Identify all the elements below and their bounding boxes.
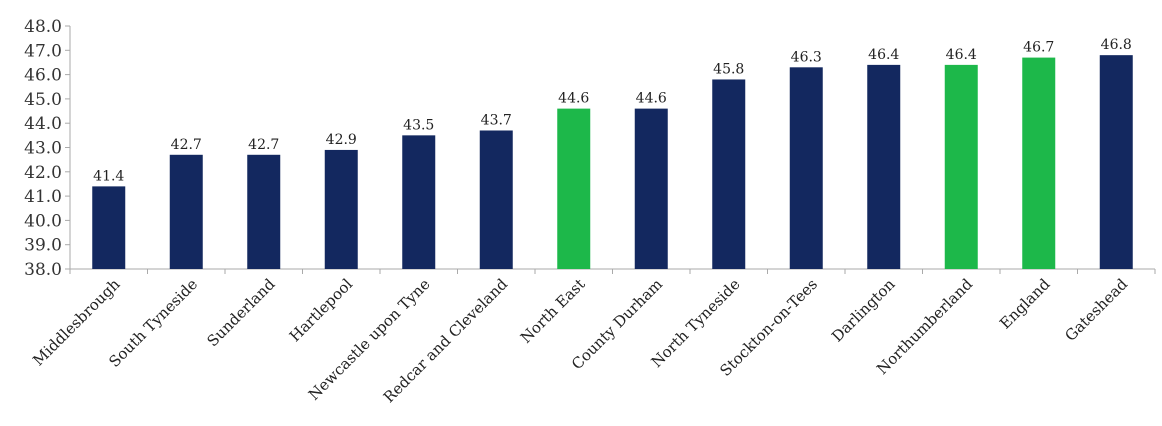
bar <box>247 154 281 269</box>
bar <box>169 154 203 269</box>
data-label: 46.3 <box>791 49 822 65</box>
y-tick-label: 48.0 <box>24 17 62 37</box>
data-label: 42.9 <box>326 132 357 148</box>
y-tick-label: 41.0 <box>24 187 62 207</box>
data-label: 46.4 <box>868 47 899 63</box>
category-label: Hartlepool <box>286 275 356 345</box>
category-label: Darlington <box>828 275 899 346</box>
category-label: England <box>996 275 1054 333</box>
y-tick-label: 43.0 <box>24 139 62 159</box>
bar <box>557 108 591 270</box>
bar <box>1099 55 1133 269</box>
data-label: 42.7 <box>248 137 279 153</box>
bar <box>1022 57 1056 270</box>
bar <box>479 130 513 269</box>
data-label: 44.6 <box>636 91 667 107</box>
y-axis-ticks: 38.0 39.0 40.0 41.0 42.0 43.0 44.0 45.0 46.0 47.0… <box>24 17 70 280</box>
category-label: Redcar and Cleveland <box>380 275 511 406</box>
bar <box>944 64 978 269</box>
y-tick-label: 47.0 <box>24 41 62 61</box>
y-tick-label: 45.0 <box>24 90 62 110</box>
y-tick-label: 44.0 <box>24 114 62 134</box>
data-label: 44.6 <box>558 91 589 107</box>
y-tick-label: 39.0 <box>24 236 62 256</box>
y-tick-label: 38.0 <box>24 260 62 280</box>
chart-axes <box>69 26 1156 274</box>
bar <box>712 79 746 270</box>
bar <box>324 149 358 269</box>
data-label: 45.8 <box>713 61 744 77</box>
data-label: 46.4 <box>946 47 977 63</box>
category-label: Sunderland <box>203 275 278 350</box>
bar <box>634 108 668 270</box>
data-label: 43.7 <box>481 112 512 128</box>
data-labels: 41.4 42.7 42.7 42.9 43.5 43.7 44.6 44.6 45.8 46.3… <box>93 37 1132 184</box>
y-tick-label: 40.0 <box>24 211 62 231</box>
bar <box>92 186 126 269</box>
y-tick-label: 42.0 <box>24 163 62 183</box>
category-label: Gateshead <box>1061 275 1131 345</box>
category-label: North East <box>517 275 589 347</box>
data-label: 42.7 <box>171 137 202 153</box>
bars <box>92 55 1133 270</box>
data-label: 41.4 <box>93 168 124 184</box>
y-tick-label: 46.0 <box>24 66 62 86</box>
data-label: 46.7 <box>1023 40 1054 56</box>
data-label: 46.8 <box>1101 37 1132 53</box>
bar <box>789 67 823 269</box>
bar <box>867 64 901 269</box>
bar <box>402 135 436 269</box>
data-label: 43.5 <box>403 117 434 133</box>
